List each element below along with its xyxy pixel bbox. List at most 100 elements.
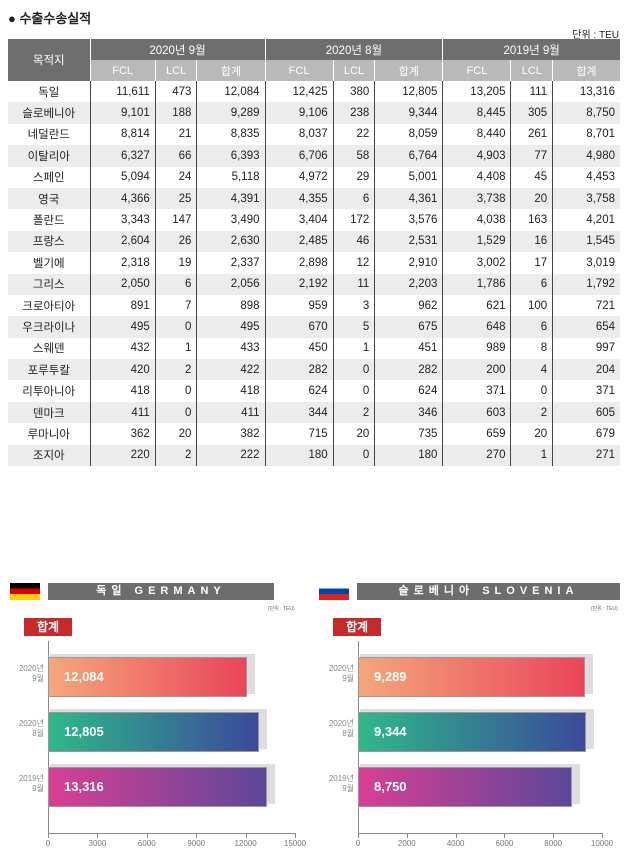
value-cell: 2 xyxy=(332,401,375,424)
x-axis xyxy=(358,833,602,834)
value-cell: 2,337 xyxy=(196,252,266,274)
value-cell: 898 xyxy=(196,294,266,317)
x-tick xyxy=(245,833,247,838)
value-cell: 654 xyxy=(552,316,620,338)
table-row: 리투아니아 418 0 418 624 0 624 371 0 371 xyxy=(8,380,620,402)
flag-icon xyxy=(10,583,40,600)
value-cell: 46 xyxy=(332,230,375,253)
destination-cell: 조지아 xyxy=(8,444,90,467)
value-cell: 305 xyxy=(510,102,553,124)
value-cell: 111 xyxy=(510,81,553,103)
value-cell: 670 xyxy=(264,316,334,338)
value-cell: 180 xyxy=(374,444,443,467)
destination-cell: 스페인 xyxy=(32,172,65,185)
value-cell: 2,203 xyxy=(374,273,443,295)
value-cell: 8 xyxy=(510,337,553,360)
x-tick-label: 6000 xyxy=(495,839,514,848)
value-cell: 6,764 xyxy=(374,145,443,167)
value-cell: 3,738 xyxy=(442,187,511,210)
value-cell: 4,391 xyxy=(196,187,266,210)
chart-panel: 독일 GERMANY (단위 : TEU) 합계 0 3000 6000 9000 120… xyxy=(10,583,310,852)
value-cell: 4,038 xyxy=(442,209,511,231)
value-cell: 11 xyxy=(332,273,375,295)
value-cell: 735 xyxy=(374,423,443,445)
chart-title: 슬로베니아 SLOVENIA xyxy=(357,583,620,600)
value-cell: 721 xyxy=(552,294,620,317)
value-cell: 624 xyxy=(264,380,334,402)
x-tick-label: 2000 xyxy=(397,839,416,848)
x-tick xyxy=(455,833,457,838)
value-cell: 24 xyxy=(154,166,197,188)
value-cell: 8,440 xyxy=(442,123,511,146)
y-tick-label: 2019년 9월 xyxy=(328,774,354,793)
table-row: 포루투칼 420 2 422 282 0 282 200 4 204 xyxy=(8,359,620,381)
value-cell: 2 xyxy=(510,401,553,424)
value-cell: 12,084 xyxy=(196,81,266,103)
x-tick-label: 12000 xyxy=(234,839,257,848)
destination-cell: 네덜란드 xyxy=(27,129,70,142)
value-cell: 12,425 xyxy=(264,81,334,103)
table-row: 네덜란드 8,814 21 8,835 8,037 22 8,059 8,440 261 8,70… xyxy=(8,123,620,146)
value-cell: 675 xyxy=(374,316,443,338)
value-cell: 6,706 xyxy=(264,145,334,167)
value-cell: 715 xyxy=(264,423,334,445)
table-row: 덴마크 411 0 411 344 2 346 603 2 605 xyxy=(8,401,620,424)
destination-cell: 슬로베니아 xyxy=(8,102,90,124)
value-cell: 147 xyxy=(154,209,197,231)
bar-value-label: 8,750 xyxy=(374,779,407,794)
table-row: 폴란드 3,343 147 3,490 3,404 172 3,576 4,038 163 4,2… xyxy=(8,209,620,231)
subheader-lcl: LCL xyxy=(332,60,375,81)
value-cell: 21 xyxy=(154,123,197,146)
bar-value-label: 9,344 xyxy=(374,724,407,739)
table-row: 슬로베니아 9,101 188 9,289 9,106 238 9,344 8,445 305 8… xyxy=(8,102,620,124)
x-tick xyxy=(48,833,49,838)
value-cell: 4,361 xyxy=(374,187,443,210)
bar-value-label: 13,316 xyxy=(64,779,104,794)
x-axis xyxy=(48,833,295,834)
value-cell: 1,529 xyxy=(442,230,511,253)
value-cell: 605 xyxy=(552,401,620,424)
destination-cell: 포루투칼 xyxy=(8,359,90,381)
chart-panel: 슬로베니아 SLOVENIA (단위 : TEU) 합계 0 2000 4000 600… xyxy=(319,583,620,852)
value-cell: 6 xyxy=(332,187,375,210)
value-cell: 2,485 xyxy=(264,230,334,253)
value-cell: 679 xyxy=(552,423,620,445)
destination-cell: 덴마크 xyxy=(8,401,90,424)
value-cell: 422 xyxy=(196,359,266,381)
subheader-합계: 합계 xyxy=(196,60,266,81)
value-cell: 11,611 xyxy=(89,81,156,103)
value-cell: 473 xyxy=(154,81,197,103)
x-tick xyxy=(358,833,359,838)
value-cell: 5,001 xyxy=(374,166,443,188)
value-cell: 6,393 xyxy=(196,145,266,167)
value-cell: 6,327 xyxy=(89,145,156,167)
value-cell: 0 xyxy=(332,444,375,467)
x-tick-label: 3000 xyxy=(88,839,107,848)
y-tick-label: 2020년 9월 xyxy=(328,664,354,683)
value-cell: 26 xyxy=(154,230,197,253)
section-title: ● 수출수송실적 xyxy=(8,11,92,26)
value-cell: 5,094 xyxy=(89,166,156,188)
value-cell: 450 xyxy=(264,337,334,360)
value-cell: 603 xyxy=(442,401,511,424)
x-tick-label: 0 xyxy=(45,839,51,848)
value-cell: 433 xyxy=(196,337,266,360)
destination-cell: 리투아니아 xyxy=(22,386,76,399)
export-table: 목적지 2020년 9월 2020년 8월 2019년 9월 FCL LCL 합계 F… xyxy=(8,39,620,467)
table-row: 독일 11,611 473 12,084 12,425 380 12,805 13,205 11… xyxy=(8,81,620,103)
destination-cell: 프랑스 xyxy=(8,230,90,253)
x-tick-label: 0 xyxy=(355,839,361,848)
value-cell: 3,404 xyxy=(264,209,334,231)
value-cell: 17 xyxy=(510,252,553,274)
value-cell: 432 xyxy=(89,337,156,360)
value-cell: 12 xyxy=(332,252,375,274)
bar: 8,750 xyxy=(358,767,572,807)
bar-value-label: 12,805 xyxy=(64,724,104,739)
value-cell: 2,192 xyxy=(264,273,334,295)
y-tick-label: 2020년 8월 xyxy=(18,719,44,738)
chart-unit: (단위 : TEU) xyxy=(268,606,295,612)
value-cell: 418 xyxy=(196,380,266,402)
value-cell: 8,814 xyxy=(89,123,156,146)
value-cell: 6 xyxy=(510,273,553,295)
x-tick xyxy=(97,833,99,838)
